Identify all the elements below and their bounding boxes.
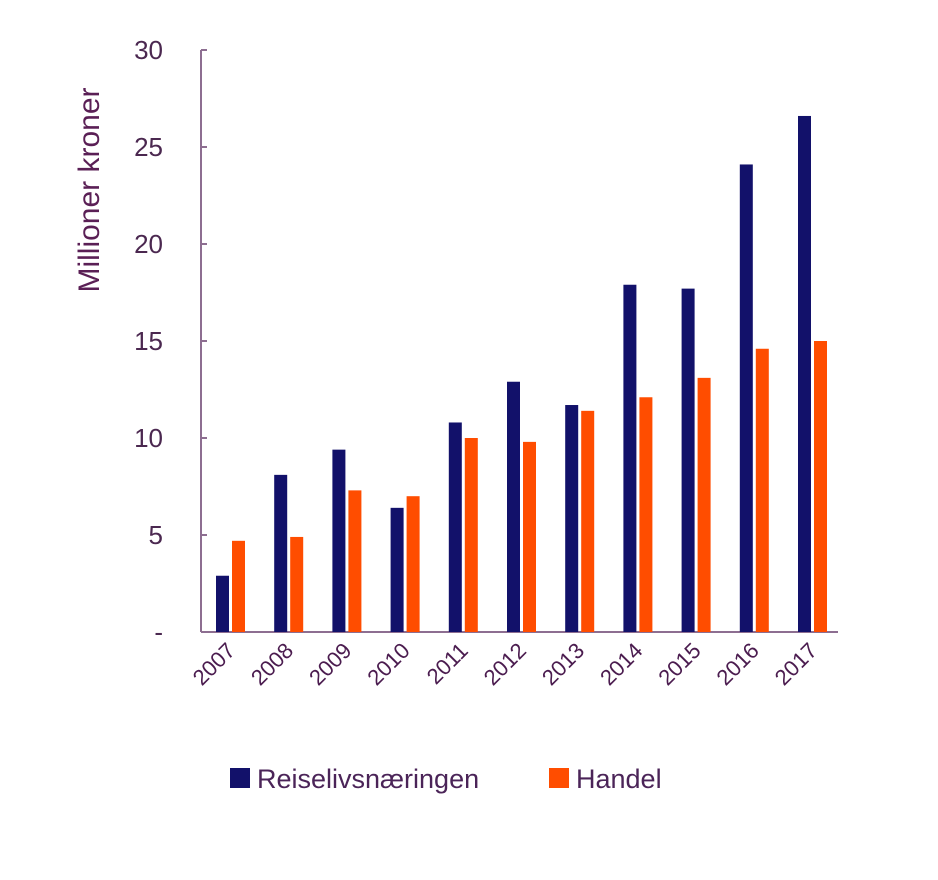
x-tick-label: 2010 — [362, 638, 414, 690]
x-tick-label: 2008 — [246, 638, 298, 690]
bar-reiselivsnaeringen-2007 — [216, 575, 229, 632]
bar-handel-2010 — [406, 496, 420, 632]
x-tick-label: 2016 — [712, 638, 764, 690]
x-tick-label: 2011 — [422, 638, 473, 689]
y-tick-label: 30 — [134, 35, 163, 65]
x-tick-labels: 2007 2008 2009 2010 2011 2012 2013 2014 2015 2016… — [188, 638, 822, 690]
legend-swatch-handel — [549, 768, 569, 788]
y-tick-label: 15 — [134, 326, 163, 356]
y-axis-title-group: Millioner kroner — [73, 87, 106, 292]
y-ticks: - 5 10 15 20 25 30 — [134, 35, 207, 647]
x-tick-label: 2009 — [304, 638, 356, 690]
bar-reiselivsnaeringen-2009 — [332, 449, 346, 632]
x-tick-label: 2014 — [595, 638, 647, 690]
bar-handel-2015 — [697, 377, 711, 632]
bar-reiselivsnaeringen-2011 — [448, 422, 462, 632]
legend-label-handel: Handel — [576, 764, 662, 794]
y-tick-label: 5 — [149, 520, 163, 550]
x-tick-label: 2007 — [188, 638, 240, 690]
bar-reiselivsnaeringen-2008 — [274, 474, 288, 632]
bar-reiselivsnaeringen-2014 — [623, 284, 637, 632]
bar-handel-2016 — [755, 348, 769, 632]
legend-swatch-reiselivsnaeringen — [230, 768, 250, 788]
bar-reiselivsnaeringen-2013 — [565, 405, 579, 632]
bar-handel-2008 — [290, 536, 304, 632]
legend: Reiselivsnæringen Handel — [230, 764, 662, 794]
bar-handel-2011 — [464, 438, 478, 632]
legend-label-reiselivsnaeringen: Reiselivsnæringen — [257, 764, 479, 794]
x-tick-label: 2015 — [653, 638, 705, 690]
bar-handel-2013 — [581, 410, 595, 632]
bar-handel-2012 — [523, 441, 536, 632]
bar-reiselivsnaeringen-2016 — [739, 164, 753, 632]
bar-handel-2009 — [348, 490, 362, 632]
bar-reiselivsnaeringen-2017 — [798, 115, 811, 632]
x-tick-label: 2017 — [770, 638, 822, 690]
y-tick-label: 20 — [134, 229, 163, 259]
bar-reiselivsnaeringen-2015 — [681, 288, 695, 632]
bar-reiselivsnaeringen-2010 — [390, 507, 404, 632]
x-tick-label: 2012 — [479, 638, 531, 690]
bar-handel-2007 — [232, 540, 245, 632]
x-tick-label: 2013 — [537, 638, 589, 690]
y-tick-label: 25 — [134, 132, 163, 162]
bar-handel-2017 — [814, 341, 827, 632]
y-axis-title: Millioner kroner — [73, 87, 106, 292]
bar-reiselivsnaeringen-2012 — [507, 381, 520, 632]
bar-handel-2014 — [639, 397, 653, 632]
y-tick-label: 10 — [134, 423, 163, 453]
bars — [216, 115, 827, 632]
y-tick-label: - — [154, 617, 163, 647]
